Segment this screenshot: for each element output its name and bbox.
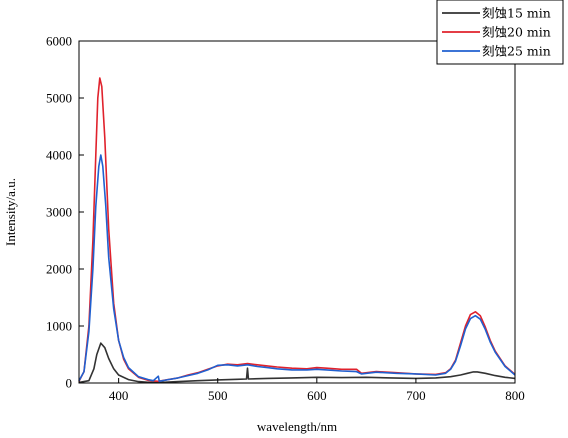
- x-axis-label: wavelength/nm: [257, 419, 337, 434]
- y-tick-label: 6000: [46, 34, 72, 49]
- y-tick-label: 5000: [46, 91, 72, 106]
- plot-frame: [78, 40, 516, 384]
- y-tick-label: 2000: [46, 262, 72, 277]
- y-tick-label: 1000: [46, 319, 72, 334]
- y-axis: 0 1000 2000 3000 4000 5000 6000: [46, 34, 84, 391]
- series-line-2: [78, 77, 516, 383]
- legend-label-3: 刻蚀25 min: [482, 44, 551, 59]
- y-axis-label: Intensity/a.u.: [3, 178, 18, 246]
- x-tick-label: 600: [307, 388, 327, 403]
- x-tick-label: 500: [208, 388, 228, 403]
- y-tick-label: 0: [66, 376, 73, 391]
- x-axis: 400 500 600 700 800: [109, 378, 525, 403]
- legend-label-2: 刻蚀20 min: [482, 25, 551, 40]
- legend: 刻蚀15 min 刻蚀20 min 刻蚀25 min: [436, 0, 564, 65]
- series-line-1: [78, 342, 516, 384]
- y-tick-label: 3000: [46, 205, 72, 220]
- series-layer: [78, 77, 516, 384]
- x-tick-label: 400: [109, 388, 129, 403]
- x-tick-label: 700: [406, 388, 426, 403]
- series-line-3: [78, 154, 516, 383]
- legend-label-1: 刻蚀15 min: [482, 6, 551, 21]
- y-tick-label: 4000: [46, 148, 72, 163]
- x-tick-label: 800: [505, 388, 525, 403]
